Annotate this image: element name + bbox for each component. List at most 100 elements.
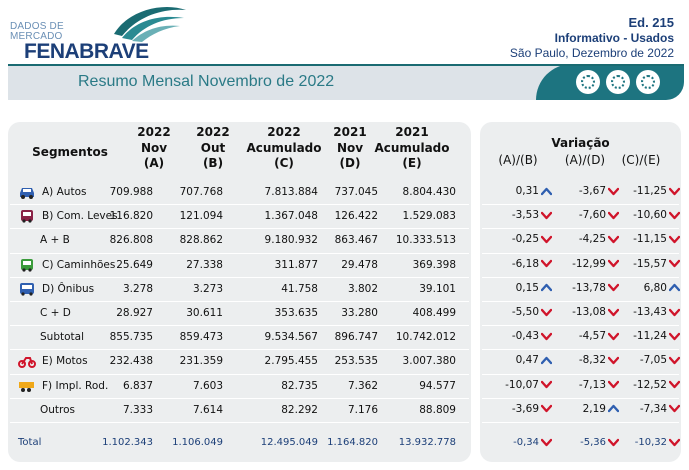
variation-cell: 0,15 <box>470 281 553 294</box>
data-cell: 41.758 <box>281 282 318 295</box>
variation-cell: -11,25 <box>598 185 681 197</box>
variation-value: -7,34 <box>639 402 667 415</box>
data-cell: 3.802 <box>347 282 378 295</box>
data-cell: 859.473 <box>179 331 223 344</box>
data-cell: 39.101 <box>419 282 456 295</box>
edition-number: Ed. 215 <box>628 15 674 30</box>
arrow-down-icon <box>540 211 553 219</box>
arrow-down-icon <box>668 235 681 244</box>
variation-cell: -0,43 <box>470 330 553 342</box>
row-divider <box>10 301 469 302</box>
column-header-line: Acumulado <box>374 140 450 155</box>
data-cell: 30.611 <box>186 307 223 319</box>
variation-value: -5,50 <box>511 306 539 318</box>
row-divider <box>10 228 469 230</box>
data-cell: 82.292 <box>281 403 318 416</box>
row-divider <box>482 301 679 302</box>
data-cell: 737.045 <box>334 186 378 198</box>
data-cell: 369.398 <box>412 258 456 271</box>
data-cell: 9.180.932 <box>264 234 318 247</box>
column-header-line: Acumulado <box>246 140 322 155</box>
column-header-line: 2021 <box>333 125 367 139</box>
data-cell: 311.877 <box>274 258 318 271</box>
arrow-down-icon <box>540 332 553 340</box>
arrow-down-icon <box>668 380 681 389</box>
variation-value: -11,24 <box>633 330 667 343</box>
arrow-down-icon <box>668 211 681 219</box>
arrow-down-icon <box>607 284 620 292</box>
total-cell: 12.495.049 <box>260 437 318 448</box>
variation-value: -8,32 <box>578 354 606 367</box>
column-header-line: Out <box>200 140 226 155</box>
arrow-down-icon <box>607 211 620 219</box>
total-label: Total <box>18 437 42 448</box>
row-divider <box>10 276 469 278</box>
variation-cell: -13,78 <box>537 281 620 294</box>
variation-cell: 6,80 <box>598 282 681 294</box>
row-divider <box>482 204 679 206</box>
column-header: 2021 Nov (D) <box>305 125 395 172</box>
location-date: São Paulo, Dezembro de 2022 <box>509 46 674 60</box>
data-cell: 7.603 <box>192 379 223 392</box>
row-divider <box>10 325 469 327</box>
arrow-down-icon <box>607 438 620 446</box>
row-divider <box>10 397 469 399</box>
variation-value: 0,15 <box>515 281 539 294</box>
data-cell: 828.862 <box>179 234 223 247</box>
segment-label: Outros <box>40 403 76 416</box>
variation-value: -13,43 <box>633 306 667 318</box>
variation-value: 0,31 <box>515 185 539 197</box>
variation-value: -13,78 <box>572 281 606 294</box>
arrow-down-icon <box>540 235 553 244</box>
data-cell: 1.529.083 <box>402 210 456 223</box>
segment-label: F) Impl. Rod. <box>42 379 109 392</box>
arrow-up-icon <box>540 284 553 292</box>
data-cell: 7.333 <box>122 403 153 416</box>
wheel-icon <box>636 70 660 94</box>
variation-cell: -10,60 <box>598 209 681 222</box>
variation-value: 0,47 <box>515 354 539 367</box>
variation-cell: 0,47 <box>470 354 553 367</box>
data-cell: 10.742.012 <box>395 331 456 344</box>
data-cell: 826.808 <box>109 234 153 247</box>
variation-value: -10,60 <box>633 209 667 222</box>
row-divider <box>482 373 679 375</box>
column-header: 2021 Acumulado (E) <box>367 125 457 172</box>
data-cell: 6.837 <box>122 379 153 392</box>
segment-label: C + D <box>40 307 71 319</box>
data-cell: 8.804.430 <box>402 186 456 198</box>
report-type: Informativo - Usados <box>554 31 674 45</box>
variation-cell: -3,53 <box>470 209 553 221</box>
variation-cell: -7,60 <box>537 209 620 221</box>
variation-cell: -7,05 <box>598 354 681 366</box>
data-cell: 88.809 <box>419 403 456 416</box>
data-cell: 7.614 <box>192 403 223 416</box>
row-divider <box>482 349 679 351</box>
variation-cell: -6,18 <box>470 258 553 270</box>
logo-tagline: DADOS DE MERCADO <box>10 21 64 42</box>
arrow-down-icon <box>668 438 681 446</box>
column-header: 2022 Nov (A) <box>109 125 199 172</box>
variation-cell: -4,25 <box>537 233 620 245</box>
variation-panel <box>480 122 681 462</box>
row-divider <box>10 373 469 375</box>
variation-cell: -8,32 <box>537 354 620 367</box>
variation-value: 2,19 <box>582 402 606 415</box>
column-header-line: (B) <box>202 156 224 170</box>
data-cell: 25.649 <box>116 258 153 271</box>
arrow-down-icon <box>607 187 620 195</box>
column-header-line: 2022 <box>137 125 171 139</box>
title-banner: Resumo Mensal Novembro de 2022 <box>8 64 684 100</box>
variation-header: Variação <box>551 136 610 150</box>
row-divider <box>482 422 679 423</box>
data-cell: 253.535 <box>334 355 378 368</box>
variation-cell: -3,67 <box>537 185 620 197</box>
van-icon <box>21 210 33 223</box>
edition-info: Ed. 215 Informativo - Usados São Paulo, … <box>510 14 674 61</box>
motorcycle-icon <box>18 357 36 369</box>
variation-value: -13,08 <box>572 306 606 318</box>
data-cell: 82.735 <box>281 379 318 392</box>
data-cell: 7.813.884 <box>264 186 318 198</box>
segment-label: A) Autos <box>42 186 87 198</box>
column-header-line: 2022 <box>196 125 230 139</box>
